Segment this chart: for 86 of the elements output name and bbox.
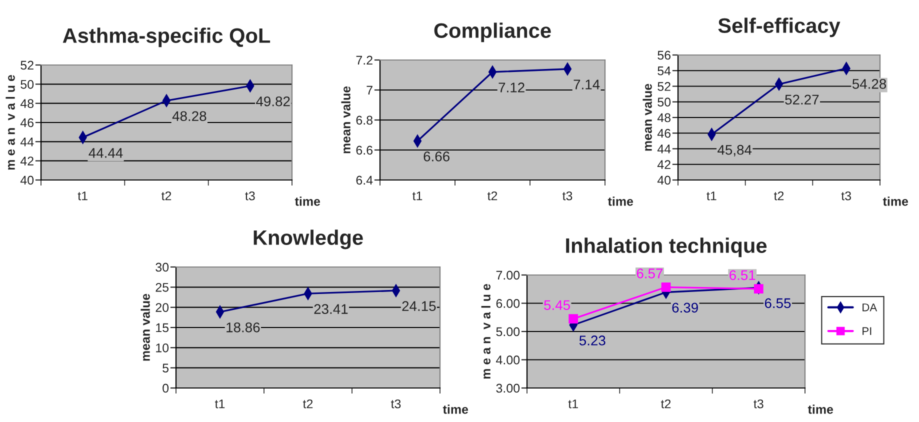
x-tick-label: t1 (568, 400, 578, 408)
y-tick-label: 3.00 (496, 384, 520, 393)
y-tick-label: 44 (20, 138, 34, 146)
y-tick-label: 42 (20, 156, 34, 166)
data-label: 45,84 (718, 144, 752, 156)
x-tick-label: t2 (660, 399, 671, 408)
x-tick-label: t2 (302, 399, 313, 408)
data-label: 5.45 (544, 300, 570, 310)
data-label: 49.82 (256, 96, 290, 106)
chart-title: Inhalation technique (566, 238, 767, 258)
data-label: 7.12 (498, 82, 524, 92)
data-label: 6.51 (730, 270, 756, 280)
data-label: 52.27 (785, 94, 819, 105)
y-tick-label: 44 (657, 144, 671, 154)
x-tick-label: t3 (754, 399, 764, 408)
y-axis-title: mean value (140, 294, 150, 361)
y-tick-label: 52 (658, 82, 670, 91)
y-tick-label: 25 (156, 282, 169, 292)
y-tick-label: 15 (156, 323, 169, 332)
y-tick-label: 20 (156, 303, 169, 312)
chart-title: Compliance (434, 22, 551, 42)
y-tick-label: 0 (162, 384, 169, 393)
legend-label: PI (862, 327, 872, 335)
y-axis-title: m e a n v a l u e (481, 284, 490, 379)
data-label: 6.66 (424, 152, 450, 162)
data-label: 18.86 (226, 322, 260, 332)
y-tick-label: 46 (657, 128, 671, 138)
data-label: 7.14 (574, 80, 600, 90)
x-tick-label: t3 (562, 191, 572, 200)
point (754, 284, 764, 294)
x-axis-title: time (294, 196, 320, 206)
data-label: 6.55 (764, 298, 791, 308)
chart-title: Self-efficacy (718, 18, 840, 38)
data-label: 44.44 (88, 148, 123, 158)
x-tick-label: t1 (214, 400, 225, 408)
x-axis-title: time (808, 404, 834, 414)
x-axis-title: time (882, 196, 908, 206)
y-tick-label: 6.00 (496, 299, 520, 308)
y-tick-label: 42 (657, 160, 670, 169)
chart-title: Asthma-specific QoL (62, 28, 270, 48)
point (661, 282, 671, 292)
data-label: 6.39 (672, 302, 698, 313)
x-tick-label: t3 (841, 191, 851, 200)
y-axis-title: m e a n v a l u e (6, 74, 15, 170)
chart-title: Knowledge (254, 230, 363, 250)
y-tick-label: 7.2 (356, 56, 372, 65)
data-label: 48.28 (172, 111, 206, 122)
x-tick-label: t2 (774, 191, 784, 200)
y-tick-label: 6.4 (356, 176, 373, 185)
data-label: 23.41 (314, 304, 348, 314)
y-tick-label: 50 (20, 80, 34, 89)
y-tick-label: 7 (366, 86, 372, 95)
y-tick-label: 4.00 (496, 356, 520, 364)
data-label: 5.23 (579, 336, 606, 346)
x-tick-label: t3 (245, 191, 255, 200)
x-tick-label: t1 (412, 192, 422, 200)
x-tick-label: t3 (390, 399, 401, 408)
y-tick-label: 52 (20, 60, 34, 70)
y-tick-label: 5 (162, 364, 169, 372)
y-tick-label: 6.8 (356, 116, 373, 125)
y-tick-label: 56 (658, 50, 671, 60)
y-tick-label: 40 (657, 176, 671, 185)
y-tick-label: 48 (657, 113, 671, 122)
y-tick-label: 50 (658, 98, 671, 107)
data-label: 54.28 (852, 78, 886, 89)
x-tick-label: t2 (161, 191, 172, 200)
x-tick-label: t2 (487, 191, 498, 200)
legend-label: DA (862, 304, 878, 312)
x-axis-title: time (442, 404, 468, 414)
data-label: 24.15 (402, 301, 436, 311)
y-tick-label: 54 (658, 66, 671, 76)
y-axis-title: mean value (642, 84, 652, 151)
x-tick-label: t1 (706, 192, 716, 200)
point (568, 314, 578, 324)
y-tick-label: 30 (156, 262, 169, 272)
y-tick-label: 5.00 (496, 327, 520, 336)
x-tick-label: t1 (78, 192, 88, 200)
y-tick-label: 7.00 (496, 270, 520, 280)
y-tick-label: 40 (20, 176, 34, 185)
y-tick-label: 46 (20, 118, 34, 128)
y-tick-label: 10 (156, 343, 169, 352)
y-tick-label: 48 (20, 99, 34, 108)
y-tick-label: 6.6 (356, 146, 373, 155)
x-axis-title: time (608, 196, 634, 206)
data-label: 6.57 (636, 268, 663, 278)
y-axis-title: mean value (341, 86, 350, 154)
